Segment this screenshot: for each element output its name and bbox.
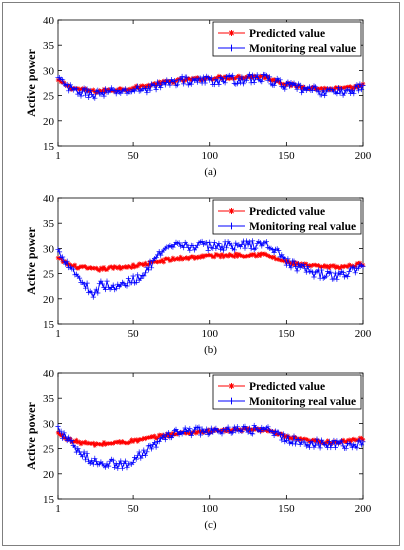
- y-tick-label: 20: [43, 469, 55, 481]
- chart-caption: (a): [204, 166, 217, 178]
- y-tick-label: 15: [43, 141, 55, 153]
- legend-entry: Monitoring real value: [249, 43, 356, 55]
- y-axis-label: Active power: [24, 402, 38, 470]
- y-tick-label: 30: [43, 65, 55, 77]
- legend-swatch-marker: [228, 208, 235, 214]
- y-tick-label: 20: [43, 294, 55, 306]
- x-tick-label: 200: [355, 150, 372, 162]
- y-tick-label: 25: [43, 91, 55, 103]
- chart-caption: (b): [204, 344, 217, 356]
- y-tick-label: 30: [43, 243, 55, 255]
- y-tick-label: 35: [43, 40, 55, 52]
- y-tick-label: 35: [43, 218, 55, 230]
- y-tick-label: 40: [43, 15, 55, 27]
- legend-swatch-marker: [228, 44, 235, 52]
- x-tick-label: 1: [55, 503, 61, 515]
- legend-swatch-marker: [228, 30, 235, 36]
- legend-box: [212, 21, 362, 57]
- y-tick-label: 25: [43, 444, 55, 456]
- x-tick-label: 50: [128, 150, 140, 162]
- series-markers: [55, 71, 366, 101]
- x-tick-label: 150: [278, 503, 295, 515]
- legend-swatch-marker: [228, 397, 235, 405]
- x-tick-label: 200: [355, 503, 372, 515]
- legend-box: [212, 199, 362, 235]
- x-tick-label: 150: [278, 328, 295, 340]
- y-tick-label: 35: [43, 393, 55, 405]
- series-markers: [55, 238, 366, 300]
- x-tick-label: 200: [355, 328, 372, 340]
- figure-frame: [2, 2, 400, 546]
- x-tick-label: 50: [128, 328, 140, 340]
- y-tick-label: 30: [43, 418, 55, 430]
- chart-caption: (c): [204, 519, 217, 531]
- y-axis-label: Active power: [24, 49, 38, 117]
- x-tick-label: 1: [55, 150, 61, 162]
- y-tick-label: 40: [43, 368, 55, 380]
- legend-entry: Predicted value: [249, 206, 325, 218]
- legend-entry: Monitoring real value: [249, 221, 356, 233]
- x-tick-label: 1: [55, 328, 61, 340]
- legend-entry: Monitoring real value: [249, 396, 356, 408]
- y-axis-label: Active power: [24, 227, 38, 295]
- legend-entry: Predicted value: [249, 381, 325, 393]
- x-tick-label: 100: [201, 150, 218, 162]
- x-tick-label: 150: [278, 150, 295, 162]
- y-tick-label: 20: [43, 116, 55, 128]
- x-tick-label: 50: [128, 503, 140, 515]
- x-tick-label: 100: [201, 328, 218, 340]
- y-tick-label: 15: [43, 319, 55, 331]
- x-tick-label: 100: [201, 503, 218, 515]
- legend-box: [212, 374, 362, 410]
- y-tick-label: 15: [43, 494, 55, 506]
- series-markers: [55, 422, 366, 471]
- y-tick-label: 25: [43, 269, 55, 281]
- legend-entry: Predicted value: [249, 28, 325, 40]
- legend-swatch-marker: [228, 383, 235, 389]
- legend-swatch-marker: [228, 222, 235, 230]
- y-tick-label: 40: [43, 193, 55, 205]
